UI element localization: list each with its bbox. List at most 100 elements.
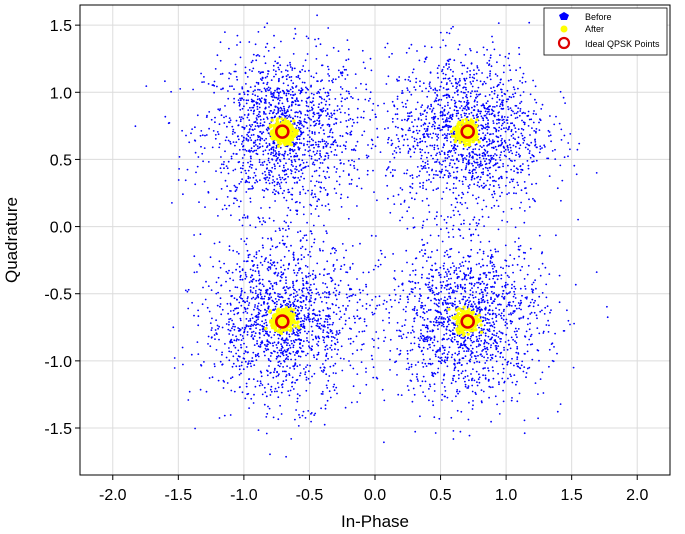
before-point	[261, 189, 264, 191]
before-point	[227, 160, 230, 163]
before-point	[427, 283, 430, 286]
before-point	[242, 126, 245, 129]
before-point	[422, 187, 424, 190]
before-point	[273, 96, 276, 98]
before-point	[285, 357, 288, 360]
before-point	[191, 301, 194, 304]
before-point	[277, 396, 280, 399]
before-point	[304, 264, 307, 267]
before-point	[272, 148, 275, 151]
before-point	[203, 76, 205, 78]
before-point	[289, 389, 292, 392]
before-point	[439, 104, 442, 107]
before-point	[475, 153, 478, 156]
before-point	[376, 127, 378, 130]
before-point	[366, 293, 369, 296]
before-point	[276, 183, 278, 186]
before-point	[415, 138, 418, 141]
before-point	[351, 118, 354, 121]
before-point	[319, 152, 321, 155]
before-point	[238, 161, 241, 163]
before-point	[494, 313, 497, 315]
before-point	[436, 223, 438, 226]
before-point	[501, 191, 503, 194]
before-point	[316, 159, 318, 162]
before-point	[434, 355, 437, 358]
before-point	[257, 355, 260, 358]
before-point	[443, 144, 445, 147]
before-point	[393, 289, 396, 291]
before-point	[389, 350, 392, 352]
before-point	[387, 197, 389, 200]
before-point	[285, 162, 287, 165]
before-point	[323, 423, 326, 426]
before-point	[229, 277, 232, 280]
before-point	[297, 231, 299, 234]
before-point	[488, 162, 491, 165]
before-point	[184, 179, 187, 182]
before-point	[320, 324, 323, 327]
before-point	[311, 320, 314, 323]
before-point	[218, 338, 220, 341]
before-point	[374, 113, 377, 116]
before-point	[231, 319, 234, 322]
before-point	[476, 51, 478, 54]
before-point	[372, 313, 374, 316]
before-point	[231, 365, 234, 368]
before-point	[488, 385, 491, 388]
before-point	[312, 100, 314, 103]
before-point	[297, 76, 299, 79]
before-point	[290, 340, 293, 342]
before-point	[301, 124, 303, 127]
before-point	[243, 342, 245, 345]
before-point	[437, 147, 440, 150]
before-point	[246, 297, 249, 300]
before-point	[428, 336, 431, 338]
before-point	[504, 130, 507, 133]
before-point	[319, 190, 322, 193]
before-point	[276, 351, 279, 354]
before-point	[312, 269, 315, 272]
before-point	[489, 75, 491, 77]
before-point	[338, 332, 341, 334]
before-point	[254, 304, 256, 306]
before-point	[328, 103, 331, 106]
before-point	[549, 115, 551, 117]
before-point	[297, 334, 300, 337]
before-point	[294, 307, 297, 310]
before-point	[293, 123, 296, 125]
before-point	[437, 103, 440, 106]
before-point	[212, 84, 215, 86]
before-point	[399, 298, 402, 300]
before-point	[292, 329, 295, 331]
before-point	[383, 299, 386, 302]
before-point	[508, 95, 511, 98]
before-point	[519, 66, 522, 69]
before-point	[493, 204, 496, 207]
before-point	[423, 110, 426, 112]
before-point	[407, 79, 410, 81]
before-point	[423, 167, 425, 169]
before-point	[466, 67, 469, 70]
before-point	[257, 429, 260, 431]
before-point	[496, 94, 499, 97]
before-point	[244, 397, 247, 400]
before-point	[538, 151, 541, 154]
before-point	[332, 246, 335, 249]
before-point	[291, 90, 294, 93]
before-point	[520, 100, 523, 103]
before-point	[297, 299, 299, 302]
before-point	[443, 153, 446, 156]
before-point	[269, 360, 272, 363]
before-point	[265, 416, 268, 418]
before-point	[437, 234, 440, 237]
before-point	[498, 293, 500, 296]
before-point	[236, 135, 239, 138]
before-point	[257, 54, 259, 56]
before-point	[336, 392, 338, 395]
before-point	[263, 101, 266, 104]
before-point	[263, 113, 265, 115]
before-point	[474, 148, 477, 150]
before-point	[294, 363, 297, 365]
before-point	[507, 57, 510, 60]
